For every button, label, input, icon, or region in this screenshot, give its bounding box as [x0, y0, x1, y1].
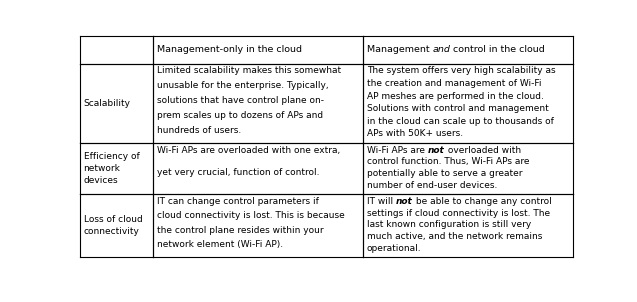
- Text: Wi-Fi APs are overloaded with one extra,: Wi-Fi APs are overloaded with one extra,: [157, 146, 340, 155]
- Text: operational.: operational.: [367, 244, 422, 253]
- Text: in the cloud can scale up to thousands of: in the cloud can scale up to thousands o…: [367, 117, 554, 126]
- Text: The system offers very high scalability as: The system offers very high scalability …: [367, 66, 555, 76]
- Text: be able to change any control: be able to change any control: [413, 197, 552, 206]
- Text: yet very crucial, function of control.: yet very crucial, function of control.: [157, 168, 319, 177]
- Text: Management-only in the cloud: Management-only in the cloud: [157, 46, 302, 54]
- Text: cloud connectivity is lost. This is because: cloud connectivity is lost. This is beca…: [157, 211, 345, 220]
- Text: unusable for the enterprise. Typically,: unusable for the enterprise. Typically,: [157, 81, 328, 90]
- Text: APs with 50K+ users.: APs with 50K+ users.: [367, 129, 463, 138]
- Text: control function. Thus, Wi-Fi APs are: control function. Thus, Wi-Fi APs are: [367, 157, 529, 166]
- Text: the creation and management of Wi-Fi: the creation and management of Wi-Fi: [367, 79, 541, 88]
- Text: last known configuration is still very: last known configuration is still very: [367, 220, 531, 230]
- Text: Efficiency of
network
devices: Efficiency of network devices: [83, 152, 140, 185]
- Text: number of end-user devices.: number of end-user devices.: [367, 181, 497, 190]
- Text: Solutions with control and management: Solutions with control and management: [367, 104, 548, 113]
- Text: not: not: [396, 197, 413, 206]
- Text: prem scales up to dozens of APs and: prem scales up to dozens of APs and: [157, 111, 323, 120]
- Text: network element (Wi-Fi AP).: network element (Wi-Fi AP).: [157, 240, 283, 249]
- Text: potentially able to serve a greater: potentially able to serve a greater: [367, 169, 522, 178]
- Text: settings if cloud connectivity is lost. The: settings if cloud connectivity is lost. …: [367, 209, 550, 217]
- Text: much active, and the network remains: much active, and the network remains: [367, 232, 542, 241]
- Text: solutions that have control plane on-: solutions that have control plane on-: [157, 96, 324, 105]
- Text: Wi-Fi APs are: Wi-Fi APs are: [367, 146, 428, 155]
- Text: IT will: IT will: [367, 197, 396, 206]
- Text: Limited scalability makes this somewhat: Limited scalability makes this somewhat: [157, 66, 341, 76]
- Text: hundreds of users.: hundreds of users.: [157, 126, 241, 135]
- Text: Loss of cloud
connectivity: Loss of cloud connectivity: [83, 215, 142, 236]
- Text: control in the cloud: control in the cloud: [450, 46, 545, 54]
- Text: and: and: [433, 46, 450, 54]
- Text: not: not: [428, 146, 445, 155]
- Text: AP meshes are performed in the cloud.: AP meshes are performed in the cloud.: [367, 92, 544, 101]
- Text: Management: Management: [367, 46, 433, 54]
- Text: the control plane resides within your: the control plane resides within your: [157, 226, 323, 235]
- Text: overloaded with: overloaded with: [445, 146, 520, 155]
- Text: IT can change control parameters if: IT can change control parameters if: [157, 197, 318, 206]
- Text: Scalability: Scalability: [83, 99, 131, 108]
